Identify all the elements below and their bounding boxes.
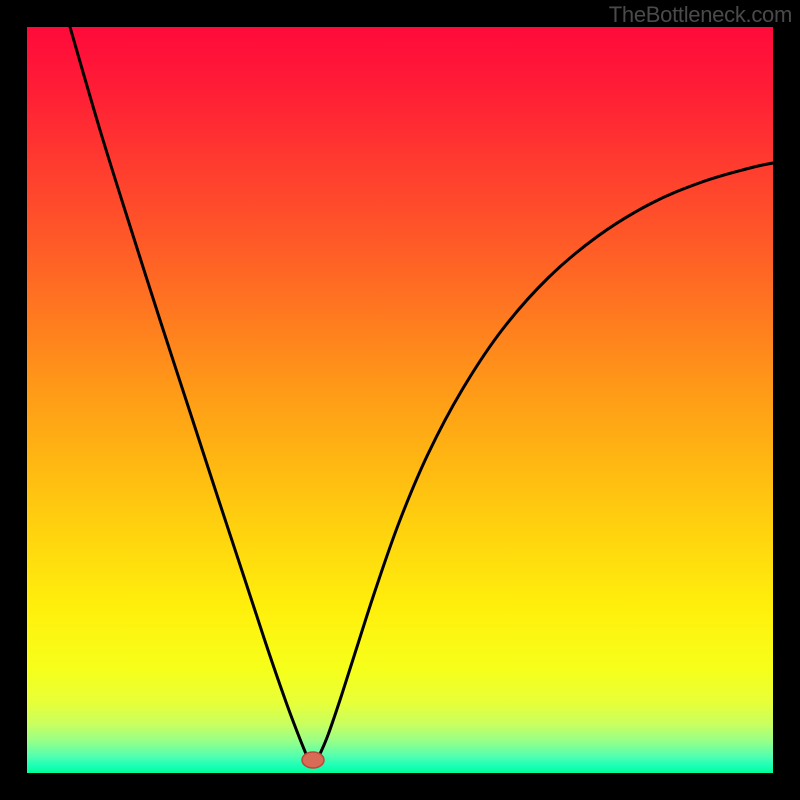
- bottleneck-chart: [0, 0, 800, 800]
- plot-background: [27, 27, 773, 773]
- chart-container: TheBottleneck.com: [0, 0, 800, 800]
- minimum-marker: [302, 752, 324, 768]
- watermark-text: TheBottleneck.com: [609, 2, 792, 28]
